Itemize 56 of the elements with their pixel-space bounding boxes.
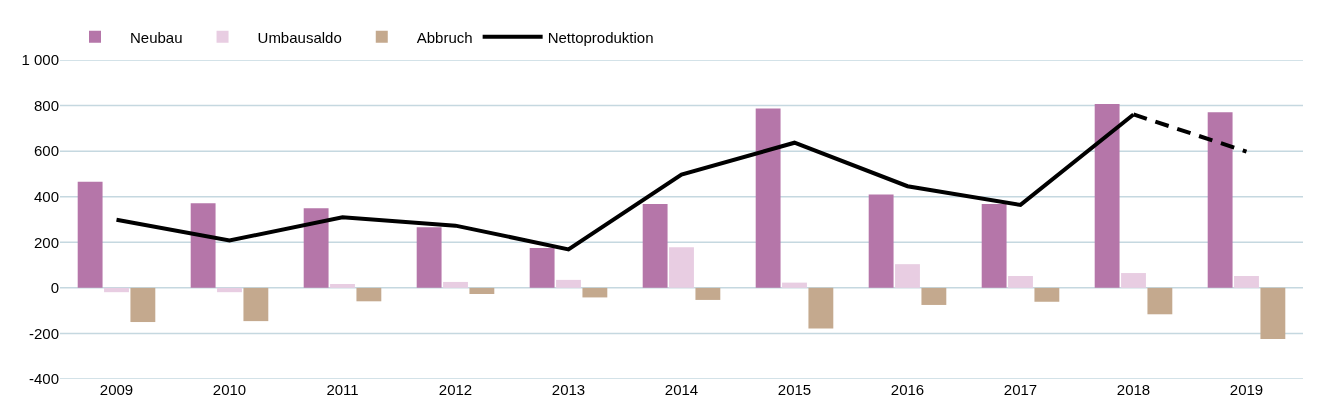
y-tick-label: 200 [33,233,59,251]
bar [416,227,442,288]
bar [469,287,495,295]
x-tick-label: 2009 [99,381,134,398]
y-tick-label: -200 [28,324,59,342]
x-tick-label: 2015 [777,381,812,398]
x-tick-label: 2019 [1229,381,1264,398]
bar [1147,287,1173,315]
x-tick-label: 2017 [1003,381,1038,398]
y-tick-label: 0 [50,279,59,297]
bar [1121,273,1146,288]
x-tick-label: 2011 [326,381,359,398]
x-tick-label: 2016 [890,381,925,398]
x-tick-label: 2014 [664,381,699,398]
bar [755,108,781,288]
bar [1260,287,1286,339]
bar [190,203,216,288]
legend-label: Neubau [130,28,183,46]
x-tick-label: 2012 [438,381,473,398]
bar [782,282,807,288]
bar [981,204,1007,288]
bar [1207,112,1233,288]
bar [130,287,156,323]
bar [1034,287,1060,302]
bar [1094,103,1120,288]
y-tick-label: 600 [33,142,59,160]
legend-label: Abbruch [416,28,473,46]
bar [104,287,129,293]
bar [303,208,329,288]
y-tick-label: 400 [33,187,59,205]
bar [695,287,721,300]
bar [217,287,242,293]
x-tick-label: 2013 [551,381,586,398]
bar [529,247,555,288]
x-tick-label: 2010 [212,381,247,398]
bar [1234,276,1259,288]
bar [243,287,269,322]
x-tick-label: 2018 [1116,381,1151,398]
bar [1008,276,1033,288]
bar [77,181,103,288]
bar [356,287,382,302]
bar [868,194,894,288]
y-tick-label: 800 [33,96,59,114]
bar [921,287,947,305]
legend-label: Umbausaldo [257,28,342,46]
bar [895,264,920,288]
bar [582,287,608,298]
bar [642,204,668,288]
y-tick-label: -400 [28,370,59,388]
bar [556,279,581,288]
bar [669,247,694,288]
y-tick-label: 1 000 [21,51,59,69]
bar [808,287,834,329]
legend-label: Nettoproduktion [547,28,654,46]
bar [330,283,355,288]
bar [443,281,468,288]
